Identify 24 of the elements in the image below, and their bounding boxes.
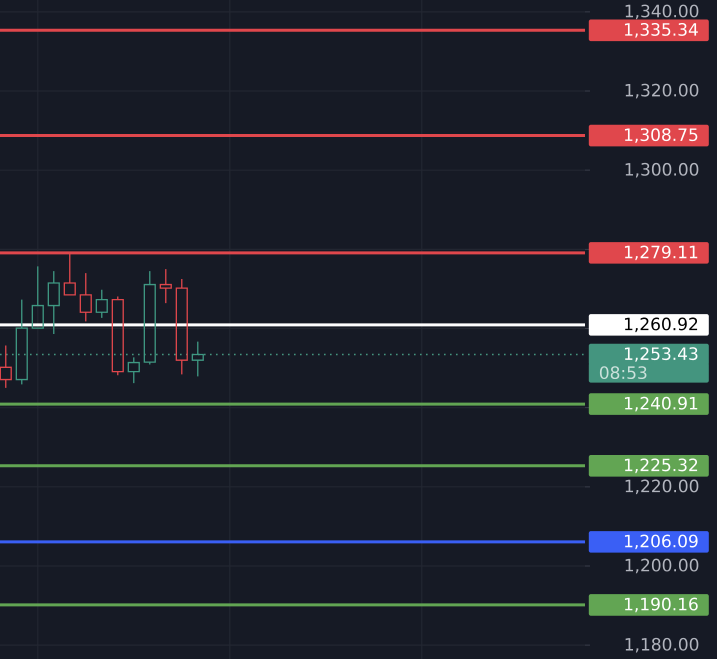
ref-line-label: 1,253.43 bbox=[624, 347, 698, 362]
ref-line-label: 1,335.34 bbox=[624, 23, 698, 38]
candlestick bbox=[96, 289, 108, 318]
y-tick-label: 1,300.00 bbox=[626, 162, 698, 178]
candlestick bbox=[160, 268, 172, 304]
candlestick bbox=[128, 356, 140, 384]
y-tick-label: 1,340.00 bbox=[626, 4, 698, 20]
ref-line-label: 1,308.75 bbox=[624, 128, 698, 143]
ref-line-label: 1,190.16 bbox=[624, 598, 698, 612]
ref-line-label: 1,260.92 bbox=[624, 318, 698, 332]
text: 08:53 bbox=[600, 366, 646, 380]
ref-line-label: 1,206.09 bbox=[624, 534, 698, 550]
candlestick bbox=[48, 270, 60, 335]
y-tick-label: 1,200.00 bbox=[626, 558, 698, 574]
candlestick bbox=[176, 278, 188, 376]
ref-line-label: 1,240.91 bbox=[624, 396, 698, 412]
candlestick bbox=[32, 266, 44, 329]
candlestick bbox=[0, 344, 12, 389]
ref-line-label: 1,225.32 bbox=[624, 458, 698, 474]
ref-line-label: 1,279.11 bbox=[624, 246, 698, 260]
candlestick bbox=[80, 272, 92, 322]
y-tick-label: 1,220.00 bbox=[626, 480, 698, 494]
y-tick-label: 1,180.00 bbox=[626, 638, 698, 652]
y-tick-label: 1,320.00 bbox=[626, 84, 698, 98]
